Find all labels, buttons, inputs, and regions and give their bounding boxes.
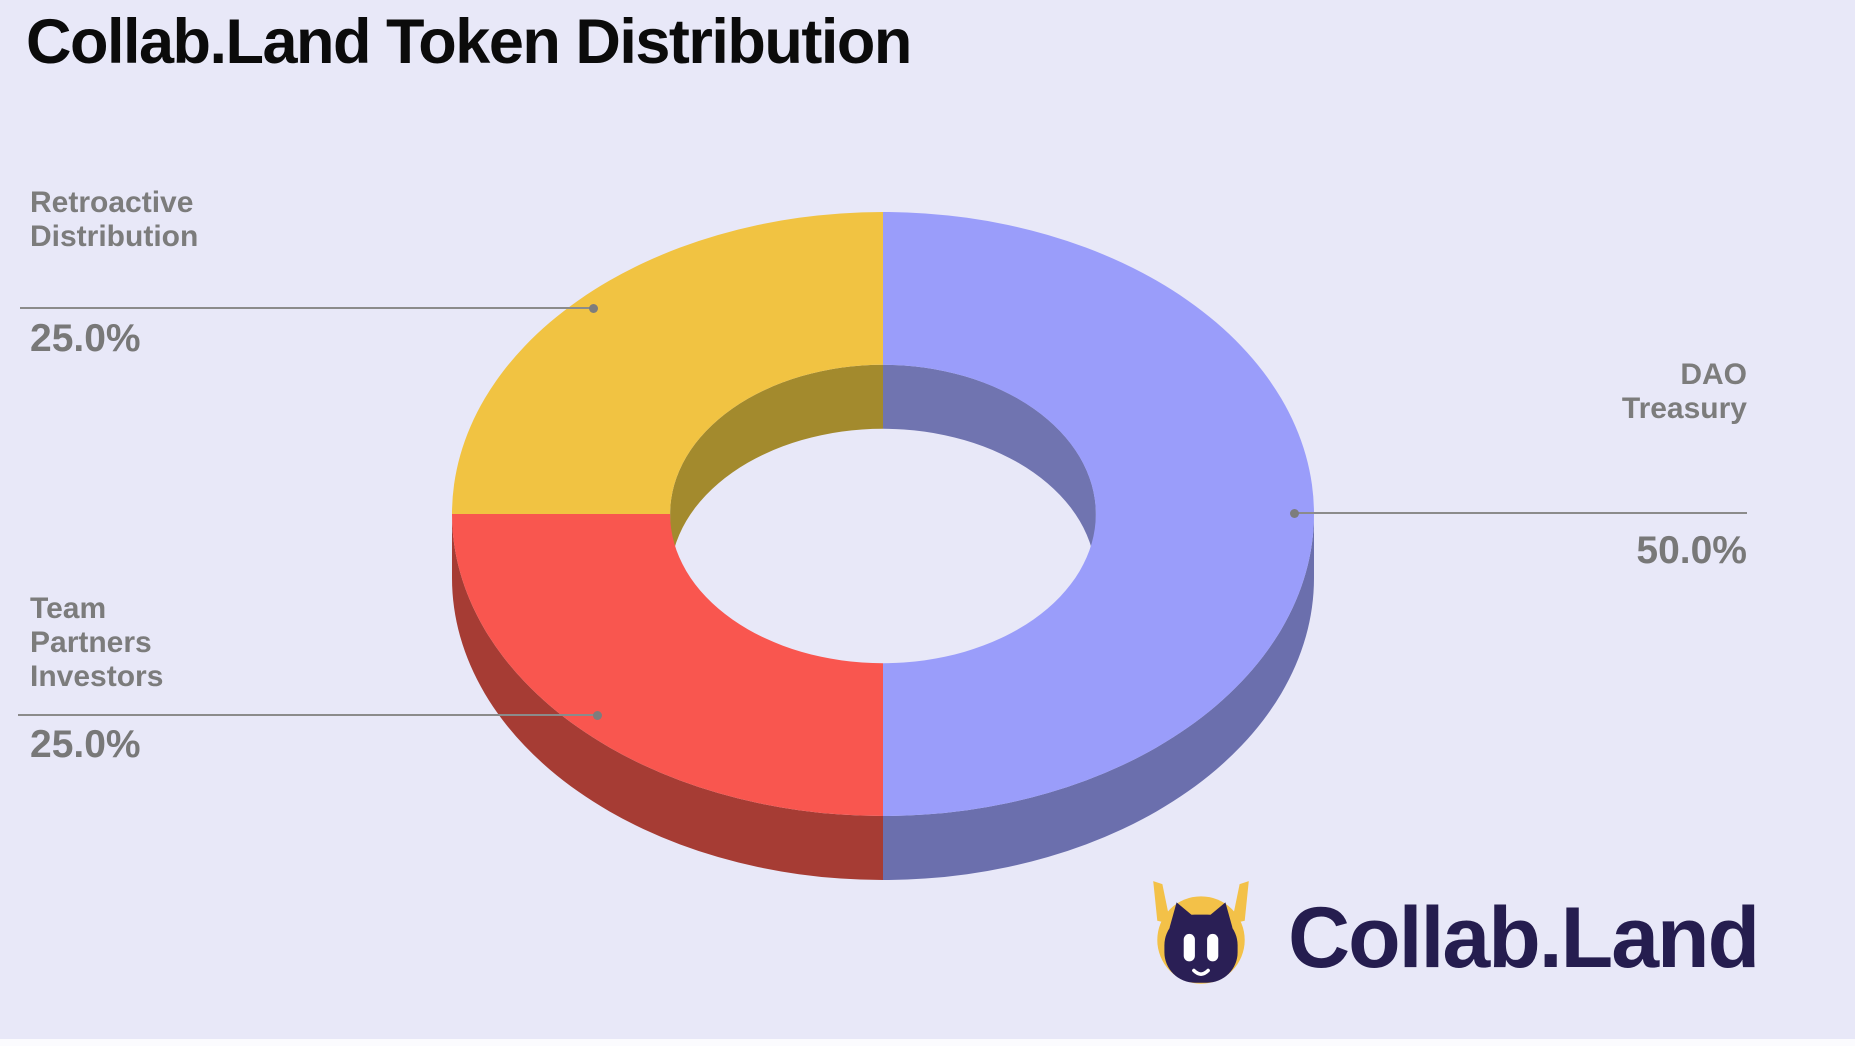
callout-label-line: Investors [30, 660, 164, 693]
callout-label-line: Distribution [30, 220, 199, 253]
callout-label-dao-treasury: DAO Treasury [1622, 358, 1747, 426]
callout-label-team-partners-investors: Team Partners Investors [30, 592, 163, 694]
leader-dot-retroactive [589, 304, 598, 313]
callout-pct-retroactive: 25.0% [30, 317, 141, 360]
leader-line-dao-treasury [1294, 512, 1747, 514]
slice-side-team-partners-investors [452, 514, 883, 880]
slice-inner-wall-dao-treasury [883, 364, 1096, 578]
callout-label-line: DAO [1680, 358, 1747, 391]
window-bottom-edge [0, 1039, 1855, 1046]
leader-dot-dao-treasury [1290, 509, 1299, 518]
callout-label-line: Retroactive [30, 186, 194, 219]
slice-top-dao-treasury [883, 212, 1314, 816]
callout-label-line: Partners [30, 626, 152, 659]
collabland-logo-text: Collab.Land [1288, 890, 1760, 986]
callout-label-line: Treasury [1621, 392, 1747, 425]
leader-dot-team-partners-investors [593, 711, 602, 720]
collabland-logo: Collab.Land [1140, 876, 1760, 1000]
callout-label-line: Team [30, 592, 107, 625]
chart-title: Collab.Land Token Distribution [26, 7, 912, 77]
callout-label-retroactive-distribution: Retroactive Distribution [30, 186, 198, 254]
callout-pct-dao-treasury: 50.0% [1636, 529, 1747, 572]
slice-side-dao-treasury [883, 514, 1314, 880]
callout-pct-team-partners-investors: 25.0% [30, 723, 141, 766]
leader-line-team-partners-investors [18, 714, 598, 716]
slice-top-retroactive-distribution [452, 212, 883, 514]
leader-line-retroactive [20, 307, 594, 309]
slice-top-team-partners-investors [452, 514, 883, 816]
slice-inner-wall-retroactive-distribution [670, 364, 883, 578]
collabland-mascot-icon [1153, 881, 1249, 984]
